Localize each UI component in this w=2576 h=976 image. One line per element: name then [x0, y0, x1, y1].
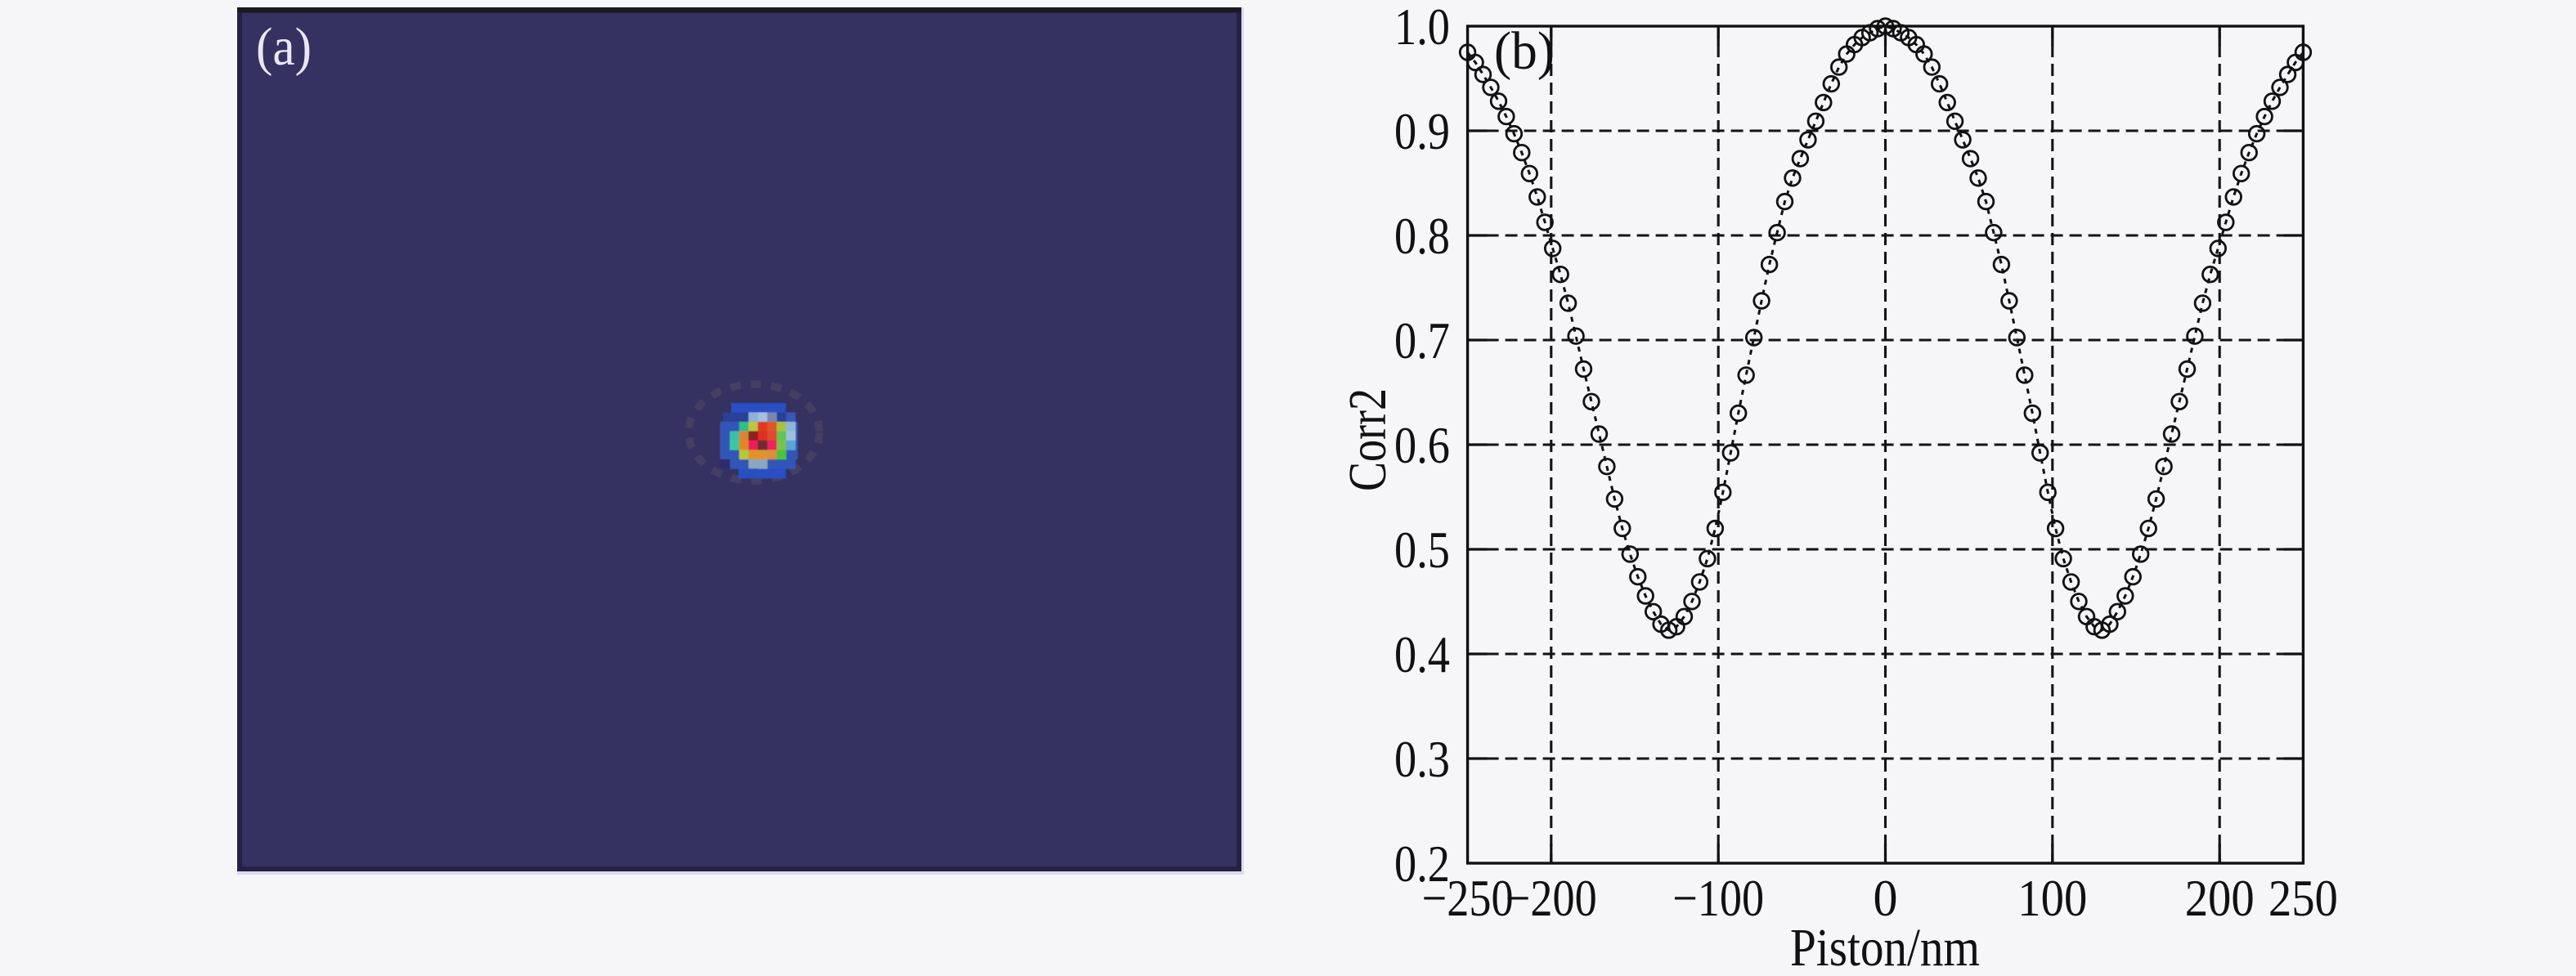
svg-text:0.9: 0.9: [1394, 102, 1450, 160]
svg-text:0.5: 0.5: [1394, 521, 1450, 579]
svg-text:(a): (a): [256, 17, 312, 77]
svg-text:(b): (b): [1494, 21, 1555, 81]
svg-text:0.3: 0.3: [1394, 730, 1450, 788]
svg-text:−100: −100: [1672, 869, 1764, 927]
svg-text:Piston/nm: Piston/nm: [1790, 918, 1980, 976]
svg-text:0.4: 0.4: [1394, 625, 1450, 683]
svg-text:200: 200: [2185, 869, 2255, 927]
svg-text:−200: −200: [1506, 869, 1597, 927]
svg-text:0.8: 0.8: [1394, 207, 1450, 265]
svg-text:0.6: 0.6: [1394, 416, 1450, 474]
svg-text:1.0: 1.0: [1394, 0, 1450, 56]
svg-text:0: 0: [1874, 869, 1898, 927]
svg-text:0.7: 0.7: [1394, 311, 1450, 369]
svg-text:250: 250: [2269, 869, 2338, 927]
svg-text:−250: −250: [1422, 869, 1514, 927]
svg-text:Corr2: Corr2: [1338, 388, 1398, 491]
svg-text:0.2: 0.2: [1394, 835, 1450, 893]
svg-text:100: 100: [2017, 869, 2087, 927]
